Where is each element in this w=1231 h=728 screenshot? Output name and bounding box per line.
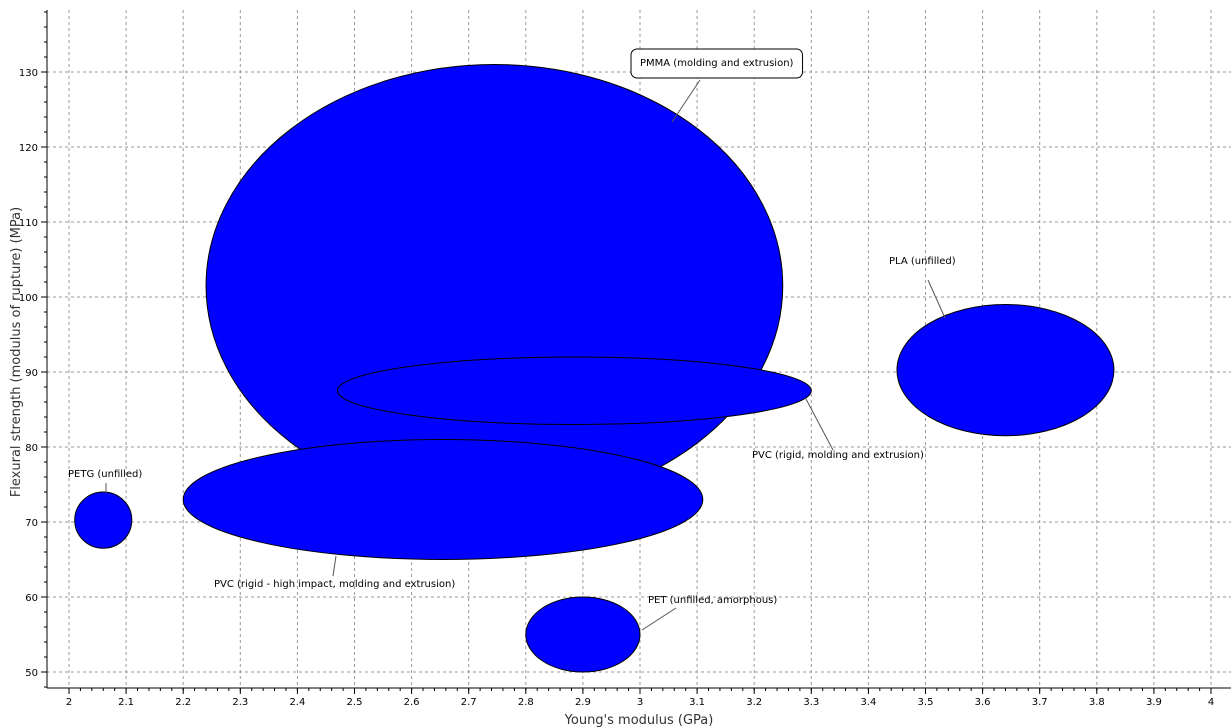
x-tick-label: 2.5	[347, 697, 363, 708]
x-tick-label: 2.8	[518, 697, 534, 708]
material-ellipses	[74, 64, 1115, 673]
x-tick-label: 3.2	[746, 697, 762, 708]
x-axis-title: Young's modulus (GPa)	[564, 713, 714, 728]
x-tick-label: 3.8	[1089, 697, 1105, 708]
y-tick-label: 60	[25, 593, 38, 604]
annotation-box	[630, 48, 804, 79]
x-tick-label: 3	[637, 697, 643, 708]
y-tick-label: 80	[25, 443, 38, 454]
annotation-leader	[641, 607, 677, 631]
material-ellipse	[896, 304, 1115, 437]
x-tick-label: 3.6	[975, 697, 991, 708]
x-tick-label: 2.3	[232, 697, 248, 708]
material-ellipse	[74, 491, 133, 549]
annotation-leader	[332, 555, 337, 577]
x-tick-label: 3.5	[918, 697, 934, 708]
material-ellipse	[182, 439, 704, 560]
annotation-label: PETG (unfilled)	[68, 469, 142, 480]
annotation-label: PLA (unfilled)	[889, 256, 956, 267]
annotation-leader	[671, 79, 701, 123]
x-tick-label: 3.3	[803, 697, 819, 708]
x-tick-label: 3.9	[1146, 697, 1162, 708]
annotation-leader	[805, 398, 834, 451]
y-axis-title: Flexural strength (modulus of rupture) (…	[9, 207, 24, 497]
axes: 2 2.1 2.2 2.3 2.4 2.5 2.6 2.7 2.8 2.9 3 3.1 3.2 3.3 3.…	[19, 10, 1231, 708]
annotation-leader	[927, 279, 946, 319]
annotation-label: PMMA (molding and extrusion)	[640, 58, 794, 69]
x-tick-label: 2.1	[118, 697, 134, 708]
material-annotations: PMMA (molding and extrusion) PVC (rigid, …	[68, 48, 956, 631]
x-tick-label: 2	[66, 697, 72, 708]
annotation-label: PET (unfilled, amorphous)	[648, 595, 777, 606]
y-tick-label: 50	[25, 668, 38, 679]
x-tick-label: 2.6	[404, 697, 420, 708]
x-tick-label: 2.9	[575, 697, 591, 708]
x-tick-label: 2.4	[289, 697, 305, 708]
y-tick-label: 120	[19, 143, 38, 154]
x-tick-label: 3.7	[1032, 697, 1048, 708]
y-tick-label: 100	[19, 293, 38, 304]
y-tick-label: 130	[19, 68, 38, 79]
x-tick-label: 2.2	[175, 697, 191, 708]
material-ellipse	[525, 596, 641, 673]
x-tick-label: 3.1	[689, 697, 705, 708]
annotation-label: PVC (rigid, molding and extrusion)	[752, 450, 924, 461]
y-tick-label: 110	[19, 218, 38, 229]
y-tick-label: 90	[25, 368, 38, 379]
x-tick-label: 4	[1208, 697, 1214, 708]
annotation-label: PVC (rigid - high impact, molding and ex…	[214, 579, 455, 590]
x-tick-label: 2.7	[461, 697, 477, 708]
material-ellipse	[336, 356, 812, 425]
x-tick-label: 3.4	[860, 697, 876, 708]
y-tick-label: 70	[25, 518, 38, 529]
